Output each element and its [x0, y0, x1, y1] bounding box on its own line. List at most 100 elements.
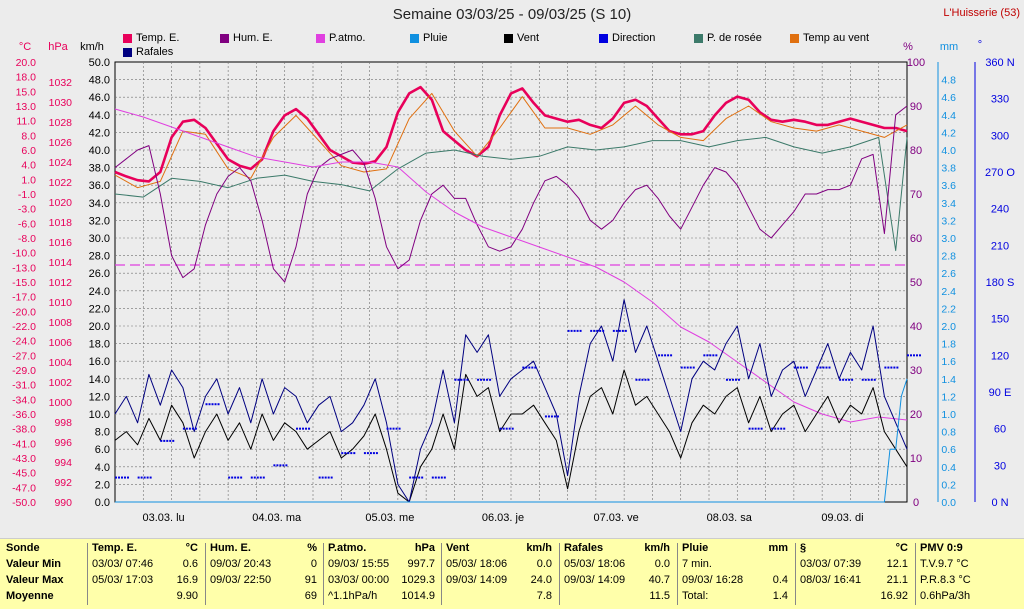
direction-point [273, 464, 276, 467]
direction-point [466, 378, 469, 381]
direction-point [667, 354, 670, 357]
pressure-tick-label: 998 [54, 417, 72, 429]
direction-point [296, 427, 299, 430]
direction-point [217, 403, 220, 406]
temp-tick-label: -34.0 [12, 394, 36, 406]
stats-row: 9.90 [92, 589, 204, 604]
direction-point [208, 403, 211, 406]
direction-point [839, 378, 842, 381]
rain-tick-label: 1.8 [941, 339, 956, 351]
temp-tick-label: -38.0 [12, 424, 36, 436]
direction-point [760, 427, 763, 430]
direction-point [279, 464, 282, 467]
stats-row: P.atmo. hPa [328, 541, 441, 556]
direction-point [160, 439, 163, 442]
direction-point [910, 354, 912, 357]
direction-point [887, 366, 890, 369]
direction-point [262, 476, 265, 479]
wind-tick-label: 22.0 [89, 303, 110, 315]
humidity-tick-label: 80 [910, 145, 922, 157]
stats-cell-label: 05/03/ 18:06 [446, 558, 508, 570]
direction-point [725, 378, 728, 381]
direction-point [567, 329, 570, 332]
stats-row: 03/03/ 07:39 12.1 [800, 557, 914, 572]
stats-row: 09/03/ 14:09 40.7 [564, 573, 676, 588]
direction-point [282, 464, 285, 467]
direction-point [486, 378, 489, 381]
stats-cell-label: 09/03/ 16:28 [682, 574, 744, 586]
wind-tick-label: 2.0 [95, 479, 110, 491]
wind-tick-label: 32.0 [89, 215, 110, 227]
direction-point [146, 476, 149, 479]
pressure-tick-label: 1002 [49, 377, 73, 389]
rain-tick-label: 2.8 [941, 251, 956, 263]
pressure-tick-label: 1030 [49, 97, 73, 109]
stats-separator [677, 543, 678, 605]
temp-tick-label: 18.0 [16, 72, 37, 84]
stats-col-vent: Vent km/h 05/03/ 18:06 0.0 09/03/ 14:09 24.0 7… [446, 539, 558, 609]
stats-separator [915, 543, 916, 605]
direction-tick-label: 240 [991, 204, 1009, 216]
direction-point [783, 427, 786, 430]
rain-tick-label: 3.8 [941, 163, 956, 175]
direction-point [907, 354, 909, 357]
legend-item: P. de rosée [694, 32, 762, 44]
weather-chart: 0.0 2.0 4.0 6.0 8.0 10.0 12.0 14.0 16.0 18.0 20.0 2… [12, 39, 1015, 524]
direction-point [214, 403, 217, 406]
pressure-tick-label: 1012 [49, 277, 73, 289]
stats-cell-value: °C [895, 542, 908, 554]
stats-row: 0.6hPa/3h [920, 589, 1020, 604]
temp-tick-label: -29.0 [12, 365, 36, 377]
rain-tick-label: 1.4 [941, 374, 956, 386]
stats-cell-label: 0.6hPa/3h [920, 590, 971, 602]
direction-point [143, 476, 146, 479]
direction-tick-label: 180 S [986, 277, 1015, 289]
stats-cell-value: 0.0 [536, 558, 552, 570]
direction-point [118, 476, 120, 479]
temp-tick-label: 13.0 [16, 101, 37, 113]
direction-point [237, 476, 240, 479]
stats-cell-label: 05/03/ 17:03 [92, 574, 154, 586]
direction-point [477, 378, 480, 381]
rain-tick-label: 1.0 [941, 409, 956, 421]
pressure-tick-label: 990 [54, 497, 72, 509]
direction-point [777, 427, 780, 430]
stats-cell-label: Rafales [564, 542, 604, 554]
stats-cell-label: P.R.8.3 °C [920, 574, 971, 586]
series-line-rafales [114, 299, 908, 503]
wind-tick-label: 14.0 [89, 374, 110, 386]
direction-point [440, 476, 443, 479]
humidity-tick-label: 10 [910, 453, 922, 465]
direction-point [754, 427, 757, 430]
humidity-tick-label: 90 [910, 101, 922, 113]
direction-point [647, 378, 650, 381]
legend-item: Temp. E. [123, 32, 179, 44]
direction-point [731, 378, 734, 381]
stats-cell-value: 24.0 [530, 574, 552, 586]
rain-tick-label: 4.2 [941, 127, 956, 139]
temp-tick-label: 8.0 [21, 130, 36, 142]
pressure-tick-label: 996 [54, 437, 72, 449]
series-line-p-de-ros-e [114, 136, 908, 252]
x-tick-label: 07.03. ve [594, 512, 639, 524]
temp-tick-label: -17.0 [12, 292, 36, 304]
direction-point [602, 329, 605, 332]
temp-tick-label: -13.0 [12, 262, 36, 274]
stats-separator [323, 543, 324, 605]
stats-cell-label: P.atmo. [328, 542, 367, 554]
direction-point [525, 366, 528, 369]
legend-swatch [504, 33, 513, 43]
direction-tick-label: 270 O [985, 167, 1015, 179]
humidity-tick-label: 60 [910, 233, 922, 245]
direction-point [805, 366, 808, 369]
x-tick-label: 03.03. lu [142, 512, 184, 524]
stats-col-pmv: PMV 0:9 T.V.9.7 °C P.R.8.3 °C 0.6hPa/3h [920, 539, 1020, 609]
direction-point [483, 378, 486, 381]
direction-point [728, 378, 731, 381]
direction-point [896, 366, 899, 369]
direction-point [528, 366, 531, 369]
humidity-tick-label: 100 [907, 57, 925, 69]
stats-col-pluie: Pluie mm 7 min. 09/03/ 16:28 0.4 Total: 1.4 [682, 539, 794, 609]
direction-point [299, 427, 302, 430]
direction-point [363, 452, 366, 455]
